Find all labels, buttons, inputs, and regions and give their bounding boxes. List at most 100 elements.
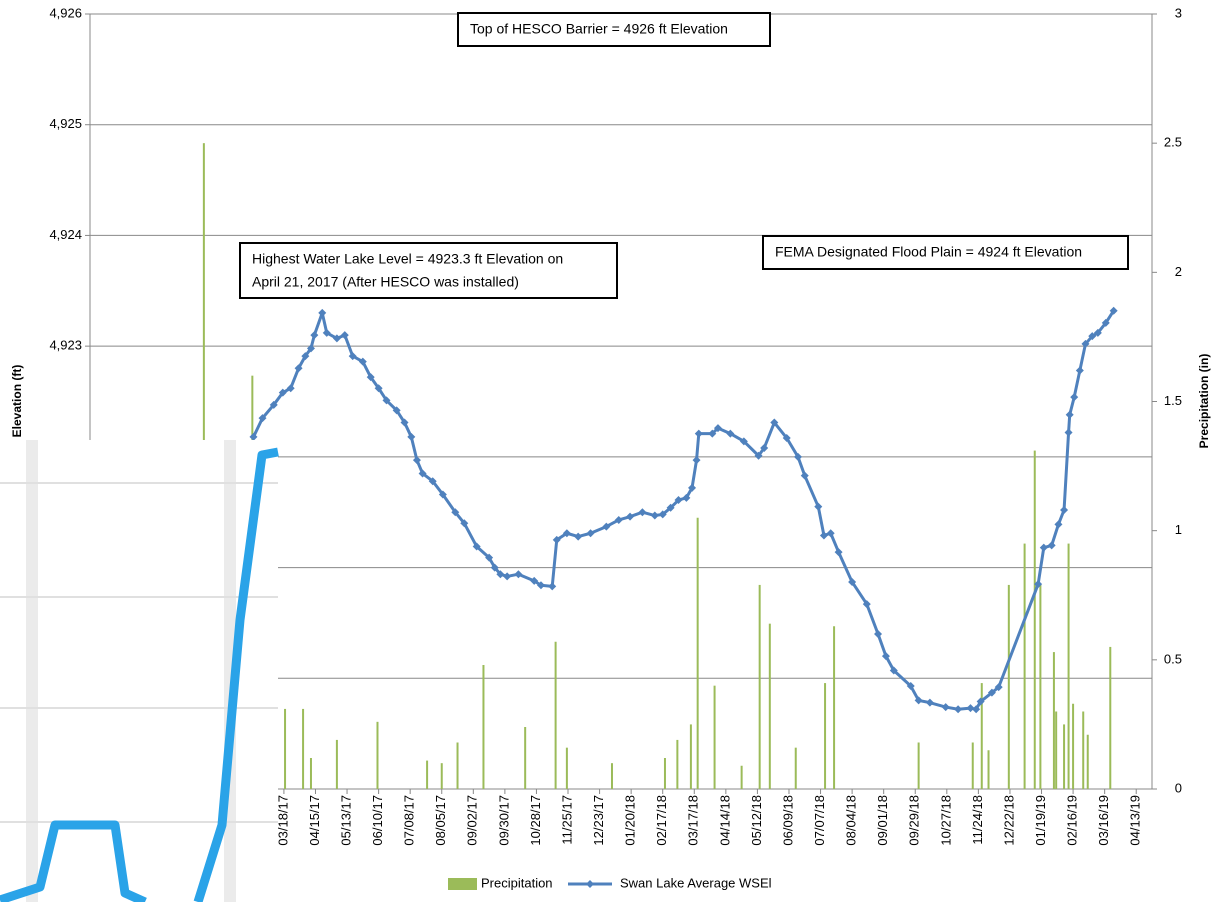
marker (306, 344, 315, 353)
x-tick-label: 06/10/17 (370, 795, 385, 846)
marker (966, 704, 975, 713)
x-tick-label: 12/23/17 (591, 795, 606, 846)
marker (987, 688, 996, 697)
marker (794, 452, 802, 461)
bar (987, 750, 990, 789)
bar (376, 721, 379, 789)
bar (1063, 724, 1066, 789)
inset-line (193, 447, 279, 902)
bar (1067, 543, 1070, 789)
bar (1023, 543, 1026, 789)
marker (694, 429, 703, 438)
marker (1047, 541, 1056, 550)
y2-tick-label: 1.5 (1164, 393, 1182, 408)
bar (309, 758, 312, 789)
x-tick-label: 05/12/18 (749, 795, 764, 846)
bar (740, 765, 743, 789)
bar (426, 760, 429, 789)
annotation-text: Highest Water Lake Level = 4923.3 ft Ele… (252, 251, 563, 267)
marker (451, 508, 460, 517)
y2-axis-title: Precipitation (in) (1197, 354, 1211, 449)
x-tick-label: 07/07/18 (812, 795, 827, 846)
marker (692, 456, 701, 465)
bar (758, 584, 761, 789)
x-tick-label: 09/29/18 (907, 795, 922, 846)
marker (382, 396, 391, 405)
marker (496, 570, 505, 579)
marker (1081, 339, 1090, 348)
x-tick-label: 11/25/17 (559, 795, 574, 845)
marker (1088, 332, 1097, 341)
bar (663, 758, 666, 789)
marker (318, 308, 327, 317)
marker (1039, 543, 1048, 552)
marker (548, 582, 557, 591)
bar (917, 742, 920, 789)
x-tick-label: 10/27/18 (938, 795, 953, 846)
annotation-box (762, 235, 1129, 270)
marker (258, 414, 267, 423)
marker (602, 522, 611, 531)
zoom-inset (0, 440, 279, 902)
marker (490, 563, 499, 572)
x-tick-label: 04/13/19 (1128, 795, 1143, 846)
bar (565, 747, 568, 789)
line (252, 309, 1115, 711)
marker (889, 666, 898, 675)
marker (906, 682, 915, 691)
y-tick-label: 4,924 (49, 227, 82, 242)
marker (739, 437, 748, 446)
bar (980, 683, 983, 789)
marker (574, 532, 583, 541)
y2-tick-label: 2.5 (1164, 135, 1182, 150)
y-axis-title: Elevation (ft) (10, 365, 24, 438)
marker (819, 531, 828, 540)
bar (1055, 711, 1058, 789)
bar (440, 763, 443, 789)
annotation-box (239, 242, 618, 299)
x-tick-label: 09/01/18 (875, 795, 890, 846)
marker (392, 406, 401, 415)
marker (294, 364, 303, 373)
marker (586, 529, 595, 538)
marker (972, 705, 981, 714)
x-tick-label: 11/24/18 (970, 795, 985, 845)
marker (1101, 318, 1110, 327)
legend-swatch (448, 878, 477, 890)
marker (614, 515, 623, 524)
marker (269, 400, 278, 409)
x-tick-label: 03/17/18 (686, 795, 701, 846)
legend-marker (586, 880, 594, 888)
bar (824, 683, 827, 789)
marker (658, 510, 667, 519)
marker (925, 698, 934, 707)
x-tick-label: 07/08/17 (402, 795, 417, 846)
marker (1060, 506, 1069, 514)
x-tick-label: 03/18/17 (275, 795, 290, 846)
bar (713, 685, 716, 789)
y2-tick-label: 3 (1175, 5, 1182, 20)
marker (400, 418, 409, 427)
annotation-text: April 21, 2017 (After HESCO was installe… (252, 274, 519, 290)
marker (472, 542, 481, 551)
marker (503, 572, 512, 581)
bar (971, 742, 974, 789)
marker (638, 508, 647, 517)
marker (418, 469, 427, 478)
marker (826, 529, 835, 538)
x-tick-label: 04/15/17 (307, 795, 322, 846)
marker (536, 581, 545, 590)
marker (552, 535, 561, 544)
marker (954, 705, 963, 714)
marker (874, 630, 883, 638)
marker (562, 529, 571, 538)
bar (676, 739, 679, 789)
marker (249, 432, 258, 441)
bar (456, 742, 459, 789)
x-tick-label: 12/22/18 (1001, 795, 1016, 846)
y2-tick-label: 2 (1175, 264, 1182, 279)
annotation-text: FEMA Designated Flood Plain = 4924 ft El… (775, 244, 1082, 260)
y2-tick-label: 0 (1175, 780, 1182, 795)
marker (666, 503, 675, 512)
x-tick-label: 01/19/19 (1033, 795, 1048, 846)
